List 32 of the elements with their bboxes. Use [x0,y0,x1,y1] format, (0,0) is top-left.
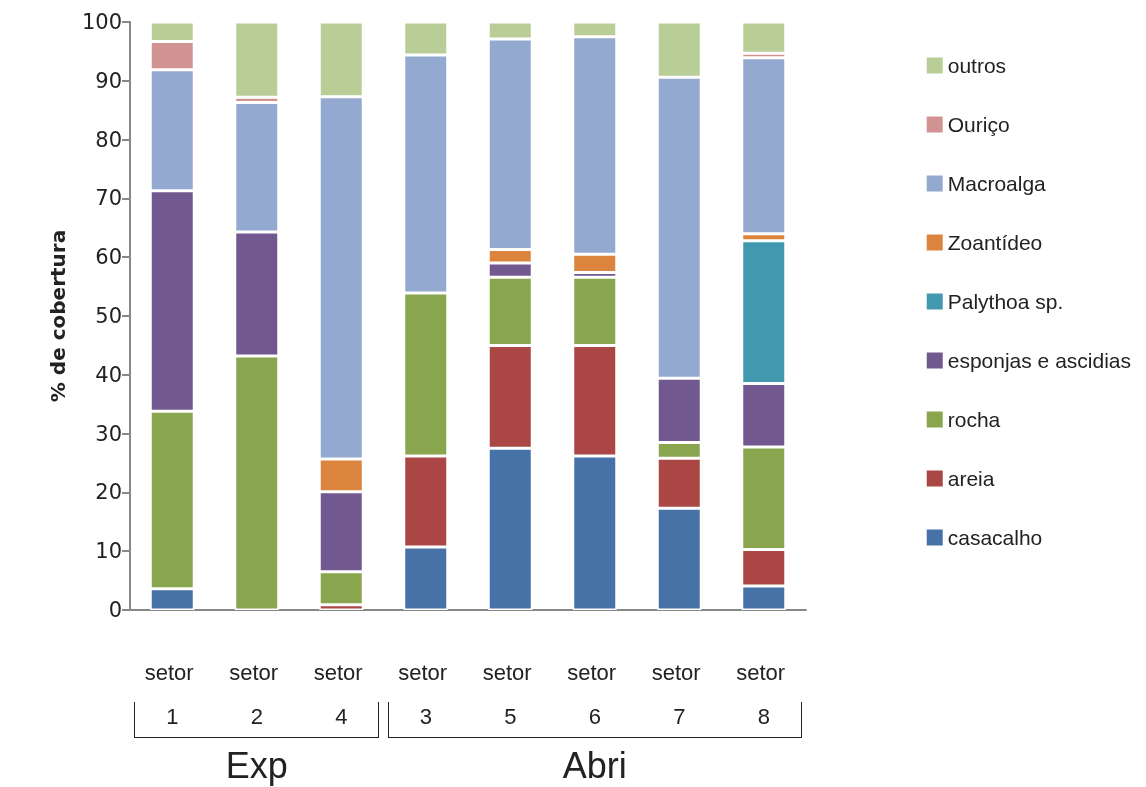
x-tick-label: setor 8 [736,659,792,729]
y-tick-label: 20 [95,480,122,505]
y-tick-label: 0 [108,598,122,622]
legend-label: Palythoa sp. [947,290,1064,313]
y-tick-label: 50 [95,304,122,328]
legend-label: Macroalga [947,172,1047,195]
y-tick-label: 70 [95,186,122,211]
x-tick-label: setor 1 [144,659,200,729]
text: Exp [225,744,288,786]
y-tick-label: 10 [95,539,122,564]
x-tick-label: setor 4 [313,659,369,729]
x-tick-label: setor 5 [482,659,538,729]
legend-label: casacalho [947,526,1043,549]
legend-label: outros [947,54,1007,77]
legend-label: areia [947,467,995,490]
x-tick-label: setor 7 [651,659,707,729]
x-tick-label: setor 6 [567,659,623,729]
x-tick-label: setor 2 [229,659,285,729]
legend-label: rocha [947,408,1001,431]
legend-label: Zoantídeo [947,231,1043,254]
text: Abri [562,744,627,786]
y-tick-label: 90 [95,68,122,93]
y-tick-label: 30 [95,421,122,446]
y-tick-label: 40 [95,362,122,387]
bar [741,22,786,54]
y-tick-label: 100 [81,10,122,34]
y-axis-title: % de cobertura [46,229,70,403]
legend-label: Ouriço [947,113,1010,136]
x-tick-label: setor 3 [398,659,454,729]
y-tick-label: 80 [95,127,122,152]
y-tick-label: 60 [95,245,122,270]
legend-label: esponjas e ascidias [947,349,1131,372]
